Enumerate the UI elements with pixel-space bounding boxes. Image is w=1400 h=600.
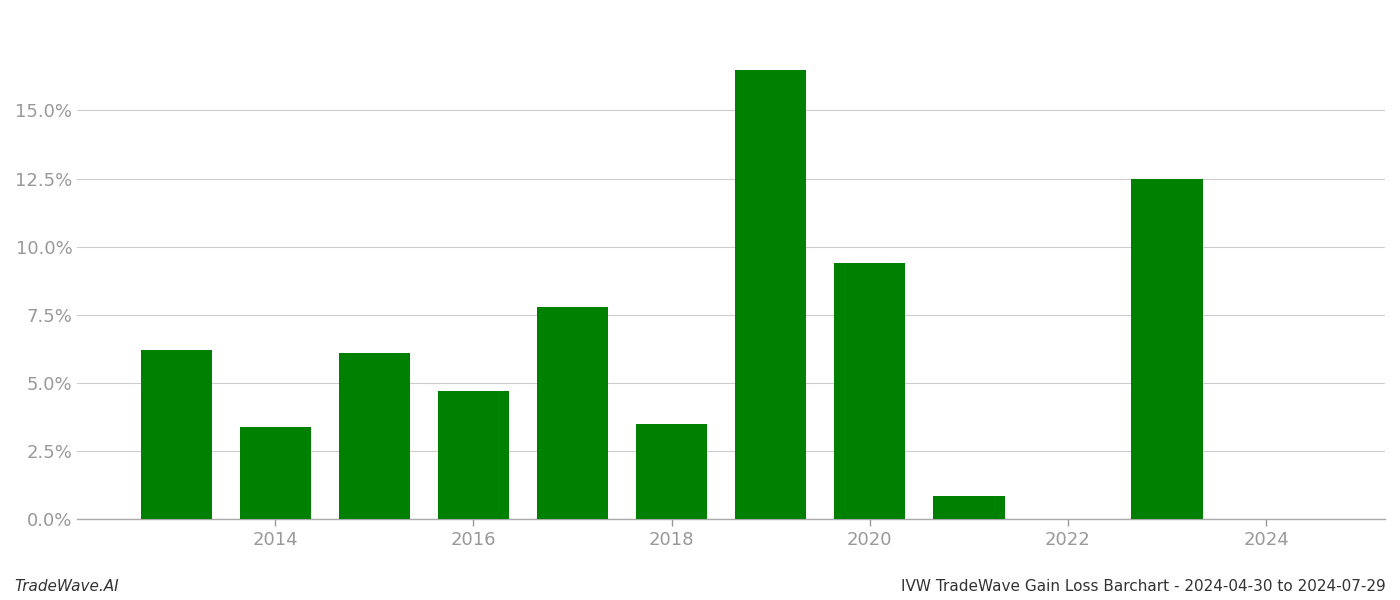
Bar	[438, 391, 510, 519]
Bar	[834, 263, 906, 519]
Bar	[735, 70, 806, 519]
Bar	[140, 350, 211, 519]
Bar	[239, 427, 311, 519]
Bar	[1131, 179, 1203, 519]
Bar	[636, 424, 707, 519]
Bar	[536, 307, 608, 519]
Text: TradeWave.AI: TradeWave.AI	[14, 579, 119, 594]
Text: IVW TradeWave Gain Loss Barchart - 2024-04-30 to 2024-07-29: IVW TradeWave Gain Loss Barchart - 2024-…	[902, 579, 1386, 594]
Bar	[934, 496, 1005, 519]
Bar	[339, 353, 410, 519]
